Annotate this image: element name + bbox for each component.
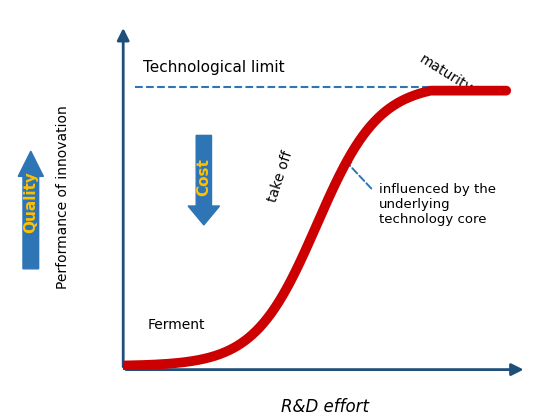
- Text: Technological limit: Technological limit: [143, 60, 285, 75]
- Text: maturity: maturity: [417, 52, 475, 96]
- Text: Quality: Quality: [24, 171, 38, 233]
- Text: Ferment: Ferment: [147, 318, 205, 332]
- Text: Performance of innovation: Performance of innovation: [55, 105, 69, 289]
- FancyArrow shape: [18, 151, 44, 269]
- Text: Cost: Cost: [197, 158, 211, 196]
- FancyArrow shape: [188, 135, 220, 225]
- Text: influenced by the
underlying
technology core: influenced by the underlying technology …: [379, 183, 496, 226]
- Text: R&D effort: R&D effort: [281, 399, 369, 417]
- Text: take off: take off: [265, 150, 295, 204]
